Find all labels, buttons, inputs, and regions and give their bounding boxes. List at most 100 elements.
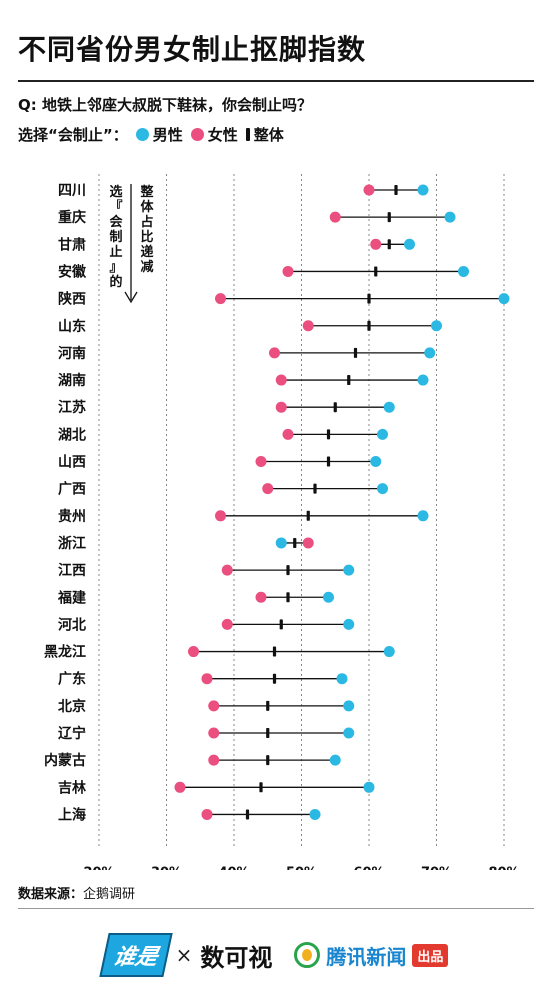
overall-marker — [279, 619, 283, 630]
category-label: 河北 — [58, 616, 86, 633]
male-point — [377, 483, 388, 495]
category-label: 陕西 — [58, 291, 86, 308]
female-point — [302, 537, 314, 549]
female-point — [221, 564, 233, 576]
overall-marker — [326, 429, 331, 440]
female-point — [370, 238, 382, 250]
overall-marker — [245, 809, 250, 820]
x-tick-label: 20% — [83, 866, 114, 870]
produced-badge: 出品 — [412, 943, 449, 967]
tencent-news-name: 腾讯新闻 — [326, 944, 407, 969]
overall-marker — [387, 212, 391, 223]
category-label: 贵州 — [58, 508, 86, 525]
male-point — [498, 293, 510, 305]
overall-marker — [367, 293, 371, 304]
overall-marker — [272, 646, 277, 657]
x-tick-label: 30% — [151, 866, 182, 870]
annotation-text: 的 — [109, 274, 122, 290]
legend-overall-tick — [245, 128, 250, 141]
male-point — [417, 510, 429, 522]
male-point — [377, 428, 388, 440]
female-point — [275, 401, 287, 413]
annotation-text: 制 — [109, 229, 122, 245]
annotation-text: 减 — [140, 259, 153, 275]
overall-marker — [293, 537, 297, 548]
overall-marker — [266, 728, 270, 738]
tencent-news-logo: 腾讯新闻 出品 — [294, 941, 449, 970]
female-point — [262, 483, 274, 495]
male-point — [383, 401, 395, 413]
overall-marker — [306, 510, 310, 521]
category-label: 安徽 — [58, 263, 87, 280]
female-point — [174, 781, 186, 793]
overall-marker — [272, 673, 277, 684]
category-label: 北京 — [58, 698, 86, 715]
x-tick-label: 50% — [286, 866, 317, 870]
overall-marker — [286, 592, 290, 603]
male-point — [343, 618, 355, 630]
annotation-text: 占 — [140, 214, 153, 230]
category-label: 江西 — [58, 562, 86, 579]
category-label: 黑龙江 — [44, 644, 86, 661]
x-tick-label: 80% — [488, 866, 519, 870]
annotation-text: 』 — [109, 260, 122, 275]
legend-male-dot — [135, 128, 149, 141]
female-point — [363, 184, 375, 196]
female-point — [275, 374, 287, 386]
overall-marker — [347, 375, 351, 386]
survey-question: Q: 地铁上邻座大叔脱下鞋袜，你会制止吗？ — [18, 96, 312, 114]
male-point — [323, 591, 334, 603]
male-point — [444, 211, 456, 223]
footer-logos: 谁是 × 数可视 腾讯新闻 出品 — [0, 930, 552, 980]
male-point — [329, 754, 341, 766]
x-tick-label: 40% — [218, 866, 249, 870]
overall-marker — [394, 185, 398, 195]
female-point — [255, 456, 267, 467]
legend-female-label: 女性 — [207, 126, 238, 144]
overall-marker — [387, 239, 391, 250]
category-label: 浙江 — [58, 535, 86, 552]
footer-divider — [18, 908, 534, 909]
category-label: 江苏 — [58, 399, 86, 416]
x-tick-label: 60% — [353, 866, 384, 870]
female-point — [282, 428, 294, 440]
overall-marker — [313, 483, 317, 494]
annotation-text: 递 — [140, 244, 153, 260]
shukeshi-logo: 数可视 — [200, 943, 273, 972]
male-point — [363, 781, 375, 793]
female-point — [201, 673, 213, 685]
male-point — [458, 265, 469, 277]
annotation-text: 『 — [109, 199, 122, 215]
female-point — [208, 700, 220, 712]
male-point — [343, 564, 355, 576]
overall-marker — [286, 565, 290, 576]
legend-male: 男性 — [135, 124, 183, 145]
annotation-text: 比 — [140, 229, 153, 245]
male-point — [404, 238, 415, 250]
overall-marker — [374, 266, 378, 277]
shuishi-logo: 谁是 — [98, 933, 173, 977]
tencent-penguin-icon — [294, 942, 321, 968]
overall-marker — [266, 755, 270, 766]
male-point — [383, 646, 395, 658]
legend-male-label: 男性 — [152, 126, 183, 144]
title-divider — [18, 80, 534, 82]
annotation-text: 整 — [139, 184, 154, 200]
x-tick-label: 70% — [421, 866, 452, 870]
legend: 选择“会制止”： 男性 女性 整体 — [18, 124, 284, 145]
source-value: 企鹅调研 — [83, 887, 136, 902]
category-label: 四川 — [58, 183, 86, 199]
male-point — [431, 320, 442, 332]
female-point — [282, 265, 294, 277]
male-point — [424, 347, 436, 359]
male-point — [343, 700, 355, 712]
overall-marker — [333, 402, 337, 413]
legend-female: 女性 — [190, 124, 238, 145]
female-point — [329, 211, 341, 223]
male-point — [336, 673, 348, 685]
male-point — [309, 808, 321, 820]
annotation-text: 体 — [140, 199, 154, 215]
female-point — [188, 646, 199, 658]
category-label: 重庆 — [58, 209, 86, 226]
female-point — [208, 727, 220, 739]
